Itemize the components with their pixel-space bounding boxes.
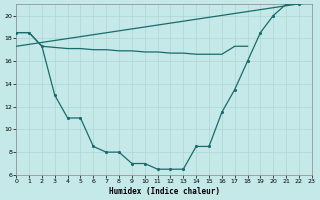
X-axis label: Humidex (Indice chaleur): Humidex (Indice chaleur) bbox=[108, 187, 220, 196]
